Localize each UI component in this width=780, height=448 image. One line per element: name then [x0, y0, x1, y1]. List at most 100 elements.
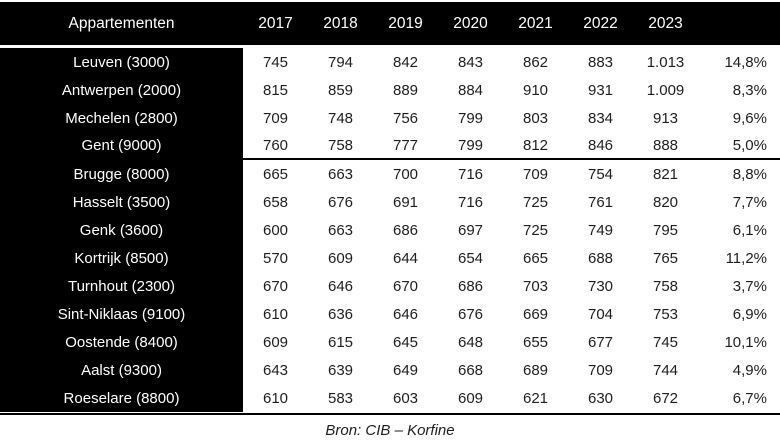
value-cell: 745 [262, 53, 289, 71]
city-label: Sint-Niklaas (9100) [0, 300, 243, 328]
table-title: Appartementen [68, 14, 175, 32]
value-cell: 676 [327, 193, 354, 211]
source-caption: Bron: CIB – Korfine [325, 422, 455, 439]
value-cell: 756 [392, 109, 419, 127]
value-cell: 725 [522, 193, 549, 211]
city-label: Antwerpen (2000) [0, 76, 243, 104]
value-cell: 677 [587, 333, 614, 351]
value-cell: 610 [262, 305, 289, 323]
value-cell: 883 [587, 53, 614, 71]
value-cell: 621 [522, 389, 549, 407]
value-cell: 665 [262, 165, 289, 183]
year-header: 2017 [258, 14, 293, 32]
value-cell: 709 [262, 109, 289, 127]
value-cell: 663 [327, 165, 354, 183]
value-cell: 670 [392, 277, 419, 295]
change-column-header [698, 2, 780, 45]
table-row: Brugge (8000) 665 663 700 716 709 754 821 8,8% [0, 160, 780, 188]
bottom-rule [0, 413, 780, 415]
city-label: Hasselt (3500) [0, 188, 243, 216]
value-cell: 691 [392, 193, 419, 211]
table-body: Leuven (3000) 745 794 842 843 862 883 1.013 14,8… [0, 48, 780, 412]
value-cell: 645 [392, 333, 419, 351]
table-row: Roeselare (8800) 610 583 603 609 621 630 672 6,7… [0, 384, 780, 412]
year-header: 2021 [518, 14, 553, 32]
value-cell: 649 [392, 361, 419, 379]
value-cell: 748 [327, 109, 354, 127]
table-row: Aalst (9300) 643 639 649 668 689 709 744 4,9% [0, 356, 780, 384]
value-cell: 1.009 [646, 81, 685, 99]
city-label: Leuven (3000) [0, 48, 243, 76]
value-cell: 795 [652, 221, 679, 239]
value-cell: 859 [327, 81, 354, 99]
value-cell: 910 [522, 81, 549, 99]
value-cell: 913 [652, 109, 679, 127]
value-cell: 609 [262, 333, 289, 351]
value-cell: 648 [457, 333, 484, 351]
value-cell: 761 [587, 193, 614, 211]
value-cell: 609 [327, 249, 354, 267]
value-cell: 799 [457, 136, 484, 154]
value-cell: 672 [652, 389, 679, 407]
value-cell: 709 [522, 165, 549, 183]
table-row: Mechelen (2800) 709 748 756 799 803 834 913 9,6% [0, 104, 780, 132]
value-cell: 643 [262, 361, 289, 379]
city-label: Mechelen (2800) [0, 104, 243, 132]
value-cell: 758 [652, 277, 679, 295]
change-cell: 8,3% [732, 81, 767, 99]
value-cell: 862 [522, 53, 549, 71]
change-cell: 5,0% [732, 136, 767, 154]
year-header: 2019 [388, 14, 423, 32]
table-row: Antwerpen (2000) 815 859 889 884 910 931 1.009 8… [0, 76, 780, 104]
value-cell: 704 [587, 305, 614, 323]
value-cell: 730 [587, 277, 614, 295]
value-cell: 646 [327, 277, 354, 295]
value-cell: 846 [587, 136, 614, 154]
value-cell: 639 [327, 361, 354, 379]
value-cell: 744 [652, 361, 679, 379]
change-cell: 3,7% [732, 277, 767, 295]
change-cell: 9,6% [732, 109, 767, 127]
change-cell: 7,7% [732, 193, 767, 211]
value-cell: 777 [392, 136, 419, 154]
value-cell: 716 [457, 165, 484, 183]
value-cell: 600 [262, 221, 289, 239]
value-cell: 670 [262, 277, 289, 295]
value-cell: 843 [457, 53, 484, 71]
value-cell: 754 [587, 165, 614, 183]
value-cell: 842 [392, 53, 419, 71]
change-cell: 14,8% [724, 53, 767, 71]
value-cell: 753 [652, 305, 679, 323]
value-cell: 603 [392, 389, 419, 407]
table-row: Turnhout (2300) 670 646 670 686 703 730 758 3,7% [0, 272, 780, 300]
value-cell: 760 [262, 136, 289, 154]
value-cell: 889 [392, 81, 419, 99]
value-cell: 725 [522, 221, 549, 239]
value-cell: 686 [457, 277, 484, 295]
change-cell: 6,7% [732, 389, 767, 407]
value-cell: 663 [327, 221, 354, 239]
value-cell: 630 [587, 389, 614, 407]
value-cell: 654 [457, 249, 484, 267]
value-cell: 1.013 [646, 53, 685, 71]
value-cell: 668 [457, 361, 484, 379]
value-cell: 646 [392, 305, 419, 323]
year-header: 2023 [648, 14, 683, 32]
table-row: Hasselt (3500) 658 676 691 716 725 761 820 7,7% [0, 188, 780, 216]
city-label: Brugge (8000) [0, 160, 243, 188]
change-cell: 11,2% [725, 249, 767, 267]
value-cell: 636 [327, 305, 354, 323]
value-cell: 610 [262, 389, 289, 407]
value-cell: 570 [262, 249, 289, 267]
value-cell: 888 [652, 136, 679, 154]
value-cell: 658 [262, 193, 289, 211]
value-cell: 884 [457, 81, 484, 99]
city-label: Kortrijk (8500) [0, 244, 243, 272]
city-label: Genk (3600) [0, 216, 243, 244]
change-cell: 8,8% [732, 165, 767, 183]
value-cell: 765 [652, 249, 679, 267]
year-header: 2018 [323, 14, 358, 32]
value-cell: 700 [392, 165, 419, 183]
city-label: Turnhout (2300) [0, 272, 243, 300]
